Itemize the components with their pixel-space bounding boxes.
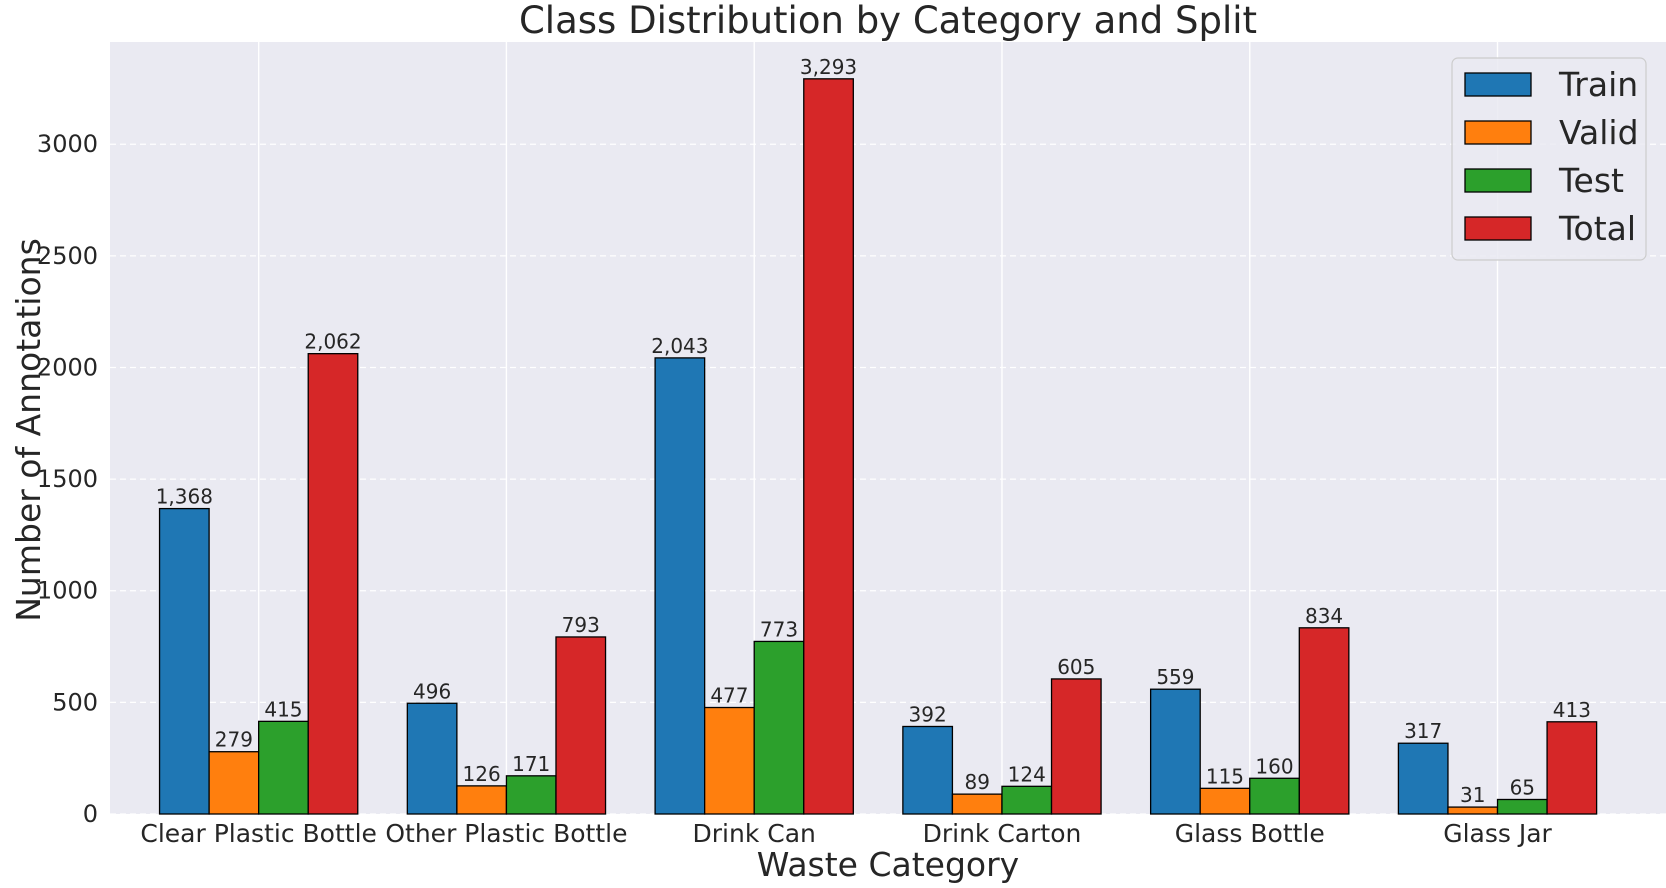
bar-valid xyxy=(456,785,508,815)
legend-swatch-total xyxy=(1464,216,1532,241)
bar-test xyxy=(753,640,805,815)
data-label: 89 xyxy=(964,770,989,794)
data-label: 793 xyxy=(562,613,600,637)
data-label: 171 xyxy=(512,752,550,776)
data-label: 415 xyxy=(264,697,302,721)
y-tick-label: 2000 xyxy=(37,353,98,381)
data-label: 279 xyxy=(215,728,253,752)
x-tick-label: Drink Can xyxy=(693,819,816,848)
data-label: 413 xyxy=(1553,698,1591,722)
bar-valid xyxy=(703,706,755,815)
bar-total xyxy=(1546,721,1598,815)
data-label: 605 xyxy=(1057,655,1095,679)
data-label: 496 xyxy=(413,679,451,703)
data-labels: 1,368 496 2,043 392 559 317 279 126 477 89 115 31 41… xyxy=(156,55,1591,807)
bar-total xyxy=(555,636,607,815)
legend-label-test: Test xyxy=(1558,161,1624,200)
bar-total xyxy=(1298,627,1350,815)
y-axis-title: Number of Annotations xyxy=(9,238,48,622)
y-tick-label: 2500 xyxy=(37,242,98,270)
data-label: 31 xyxy=(1460,783,1485,807)
bars xyxy=(158,78,1598,815)
bar-train xyxy=(1397,742,1449,815)
bar-valid xyxy=(1199,787,1251,815)
bar-train xyxy=(158,507,210,815)
legend-swatch-test xyxy=(1464,168,1532,193)
y-tick-label: 1500 xyxy=(37,465,98,493)
data-label: 65 xyxy=(1510,775,1535,799)
y-tick-label: 500 xyxy=(52,688,98,716)
legend-swatch-valid xyxy=(1464,120,1532,145)
data-label: 1,368 xyxy=(156,485,213,509)
data-label: 2,062 xyxy=(304,330,361,354)
data-label: 124 xyxy=(1008,762,1046,786)
x-tick-label: Clear Plastic Bottle xyxy=(140,819,377,848)
plot-background xyxy=(110,42,1666,814)
y-tick-label: 3000 xyxy=(37,130,98,158)
y-tick-label: 0 xyxy=(83,800,98,828)
bar-valid xyxy=(1447,806,1499,815)
bar-total xyxy=(803,78,854,815)
data-label: 317 xyxy=(1404,719,1442,743)
chart-title: Class Distribution by Category and Split xyxy=(519,0,1257,42)
bar-train xyxy=(406,702,458,815)
data-label: 115 xyxy=(1206,764,1244,788)
y-tick-label: 1000 xyxy=(37,577,98,605)
bar-test xyxy=(1496,798,1548,815)
x-tick-label: Glass Bottle xyxy=(1175,819,1325,848)
legend-swatch-train xyxy=(1464,72,1532,97)
legend-label-total: Total xyxy=(1558,209,1636,248)
bar-train xyxy=(654,357,706,815)
legend-box xyxy=(1451,57,1647,261)
data-label: 559 xyxy=(1156,665,1194,689)
x-tick-label: Other Plastic Bottle xyxy=(385,819,627,848)
data-label: 160 xyxy=(1255,754,1293,778)
bar-train xyxy=(1149,688,1201,815)
bar-train xyxy=(902,725,954,815)
legend-label-train: Train xyxy=(1558,65,1638,104)
gridlines xyxy=(110,42,1666,815)
data-label: 126 xyxy=(463,762,501,786)
legend-label-valid: Valid xyxy=(1559,113,1639,152)
data-label: 834 xyxy=(1305,604,1343,628)
x-tick-label: Drink Carton xyxy=(923,819,1082,848)
legend: Train Valid Test Total xyxy=(1451,57,1647,261)
x-axis-title: Waste Category xyxy=(757,845,1019,884)
bar-test xyxy=(258,720,309,815)
data-label: 3,293 xyxy=(800,55,857,79)
y-axis-ticks: 0 500 1000 1500 2000 2500 3000 xyxy=(37,130,98,828)
data-label: 773 xyxy=(760,617,798,641)
bar-valid xyxy=(208,751,260,815)
bar-valid xyxy=(951,793,1003,815)
bar-total xyxy=(1050,678,1102,815)
bar-test xyxy=(505,775,557,815)
bar-test xyxy=(1249,777,1300,815)
bar-total xyxy=(307,353,359,815)
data-label: 392 xyxy=(909,702,947,726)
x-axis-ticks: Clear Plastic Bottle Other Plastic Bottle… xyxy=(140,819,1552,848)
bar-test xyxy=(1001,785,1053,815)
data-label: 477 xyxy=(710,684,748,708)
data-label: 2,043 xyxy=(651,334,708,358)
x-tick-label: Glass Jar xyxy=(1443,819,1552,848)
